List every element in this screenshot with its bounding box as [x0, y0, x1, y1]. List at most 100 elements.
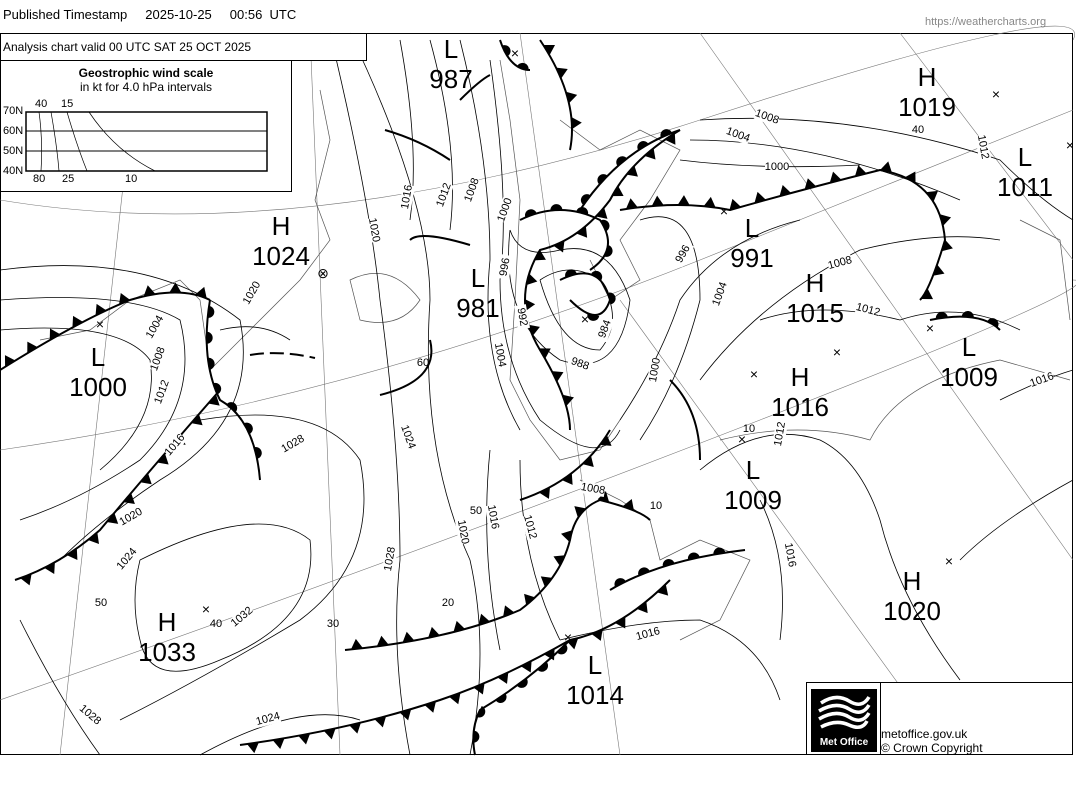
pressure-type: L — [961, 332, 977, 362]
isobar-label: 1028 — [77, 703, 103, 728]
cold-front-triangle — [566, 638, 579, 650]
high-pressure-centre: H 1020 — [883, 566, 941, 626]
lat-70n: 70N — [3, 105, 24, 117]
cold-front-triangle — [272, 738, 285, 750]
pressure-value: 991 — [730, 243, 774, 273]
warm-front-semicircle — [580, 194, 591, 205]
cold-front-triangle — [323, 728, 336, 740]
footer-copyright: © Crown Copyright — [881, 741, 983, 755]
pressure-value: 1019 — [898, 92, 956, 122]
timestamp-label: Published Timestamp — [3, 7, 128, 22]
warm-front-semicircle — [687, 552, 700, 560]
warm-front-semicircle — [244, 422, 253, 435]
cold-front-triangle — [191, 414, 203, 426]
latitude-label: 40 — [912, 124, 924, 136]
footer-divider — [880, 683, 881, 754]
cold-front-triangle — [574, 506, 586, 518]
pressure-value: 1009 — [724, 485, 782, 515]
latitude-label: 50 — [470, 505, 482, 517]
pressure-type: L — [90, 342, 106, 372]
cold-front-triangle — [520, 660, 532, 673]
isobar-label: 992 — [514, 307, 529, 327]
cold-front-triangle — [473, 683, 485, 695]
centre-markers: × × × ⊗ × × × × × × × × × × — [96, 45, 1074, 645]
scale-bottom-10: 10 — [125, 173, 138, 185]
cold-front-triangle — [596, 207, 608, 219]
isobar-label: 1016 — [399, 184, 415, 210]
isobars — [0, 32, 1074, 756]
latitude-label: 30 — [327, 618, 339, 630]
warm-front — [579, 129, 681, 211]
warm-front-semicircle — [660, 129, 672, 138]
latitude-labels: 60 50 40 30 20 10 50 40 10 — [95, 124, 924, 630]
wind-scale-subtitle: in kt for 4.0 hPa intervals — [79, 80, 213, 94]
svg-text:×: × — [511, 45, 519, 61]
warm-front-semicircle — [254, 447, 262, 459]
isobar-label: 1024 — [115, 546, 140, 572]
warm-front — [472, 639, 571, 756]
cold-front — [239, 579, 671, 746]
warm-front-semicircle — [662, 559, 675, 567]
isobar-label: 1004 — [710, 280, 730, 307]
warm-front-semicircle — [207, 357, 215, 370]
cold-front-triangle — [4, 355, 16, 367]
cold-front-triangle — [921, 288, 934, 300]
cold-front-triangle — [72, 315, 84, 328]
timestamp-date: 2025-10-25 — [145, 7, 212, 22]
warm-front-semicircle — [207, 305, 215, 318]
warm-front — [519, 209, 609, 271]
isobar-label: 1016 — [485, 504, 501, 530]
isobar-label: 1008 — [753, 107, 780, 127]
low-pressure-centre: L 1011 — [997, 142, 1053, 202]
cold-front-triangle — [941, 239, 953, 252]
cold-front-triangle — [729, 198, 741, 211]
warm-front-semicircle — [476, 706, 486, 718]
cold-front-triangle — [664, 133, 676, 145]
isobar-label: 1020 — [366, 217, 382, 243]
scale-bottom-80: 80 — [33, 173, 46, 185]
cold-front-triangle — [453, 620, 466, 633]
cold-front-triangle — [106, 512, 119, 524]
pressure-value: 1016 — [771, 392, 829, 422]
cold-front — [619, 168, 947, 301]
pressure-value: 1014 — [566, 680, 624, 710]
svg-text:×: × — [581, 311, 589, 327]
isobar-label: 1020 — [455, 519, 471, 545]
cold-front-triangle — [208, 394, 220, 406]
timestamp-time: 00:56 UTC — [229, 7, 297, 22]
pressure-value: 981 — [456, 293, 500, 323]
cold-front-triangle — [119, 292, 131, 305]
pressure-value: 987 — [429, 64, 473, 94]
footer-site[interactable]: metoffice.gov.uk — [881, 727, 968, 741]
cold-front — [539, 39, 573, 151]
cold-front-triangle — [611, 185, 624, 197]
cold-front-triangle — [539, 348, 551, 359]
warm-front-semicircle — [576, 207, 589, 215]
isobar-label: 1008 — [148, 345, 168, 372]
met-office-logo: Met Office — [811, 689, 877, 752]
cold-front-triangle — [503, 605, 515, 617]
isobar-label: 1012 — [521, 514, 539, 541]
fronts — [0, 39, 1001, 756]
pressure-type: H — [902, 566, 922, 596]
lat-60n: 60N — [3, 125, 24, 137]
cold-front-triangle — [571, 117, 582, 130]
latitude-label: 40 — [210, 618, 222, 630]
cold-front-triangle — [350, 638, 363, 650]
latitude-label: 10 — [743, 423, 755, 435]
cold-front-triangle — [27, 341, 38, 354]
warm-front-semicircle — [587, 313, 600, 321]
cold-front-triangle — [939, 214, 952, 226]
cold-front-triangle — [298, 733, 311, 745]
cold-front-triangle — [544, 648, 555, 661]
cold-front-triangle — [534, 249, 546, 261]
cold-front-triangle — [66, 548, 78, 561]
cold-front-triangle — [449, 692, 461, 705]
cold-front-triangle — [428, 626, 440, 638]
high-pressure-centre: H 1016 — [771, 362, 829, 422]
front-symbols — [4, 44, 999, 754]
source-url[interactable]: https://weathercharts.org — [925, 16, 1047, 28]
cold-front-triangle — [622, 499, 634, 511]
pressure-type: L — [470, 263, 486, 293]
warm-front-semicircle — [516, 678, 528, 688]
